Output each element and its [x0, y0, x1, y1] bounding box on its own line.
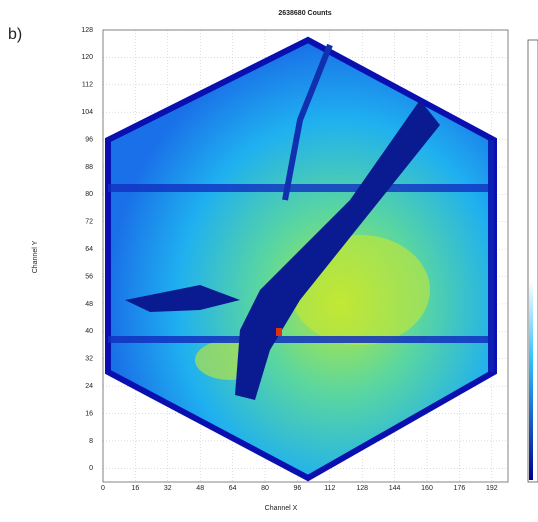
x-tick-label: 128 — [356, 485, 368, 492]
chart: b) 2638680 Counts Channel X Channel Y 0 1… — [0, 0, 538, 517]
x-tick-label: 144 — [389, 485, 401, 492]
y-tick-label: 8 — [89, 438, 93, 445]
chart-title: 2638680 Counts — [278, 10, 331, 17]
x-tick-label: 96 — [294, 485, 302, 492]
y-tick-label: 32 — [85, 356, 93, 363]
x-tick-label: 48 — [196, 485, 204, 492]
x-tick-label: 160 — [421, 485, 433, 492]
y-tick-label: 112 — [82, 82, 93, 89]
heatmap-image — [108, 40, 494, 478]
x-tick-label: 16 — [132, 485, 140, 492]
x-tick-label: 80 — [261, 485, 269, 492]
y-tick-label: 16 — [85, 410, 93, 417]
y-tick-label: 120 — [81, 54, 93, 61]
y-tick-label: 128 — [81, 27, 93, 34]
panel-label: b) — [8, 26, 22, 43]
y-tick-label: 64 — [85, 246, 93, 253]
y-tick-label: 40 — [85, 328, 93, 335]
y-tick-label: 88 — [85, 164, 93, 171]
x-tick-label: 64 — [229, 485, 237, 492]
x-tick-label: 32 — [164, 485, 172, 492]
y-tick-label: 80 — [85, 191, 93, 198]
y-tick-label: 96 — [85, 136, 93, 143]
y-tick-label: 104 — [81, 109, 93, 116]
y-tick-label: 0 — [89, 465, 93, 472]
x-tick-label: 192 — [486, 485, 498, 492]
y-tick-label: 56 — [85, 273, 93, 280]
y-tick-label: 48 — [85, 301, 93, 308]
x-tick-label: 176 — [454, 485, 466, 492]
y-axis-label: Channel Y — [32, 240, 39, 273]
x-axis-label: Channel X — [265, 505, 298, 512]
x-tick-label: 0 — [101, 485, 105, 492]
x-tick-label: 112 — [324, 485, 335, 492]
y-tick-label: 72 — [85, 219, 93, 226]
colorbar — [528, 40, 538, 482]
y-tick-label: 24 — [85, 383, 93, 390]
